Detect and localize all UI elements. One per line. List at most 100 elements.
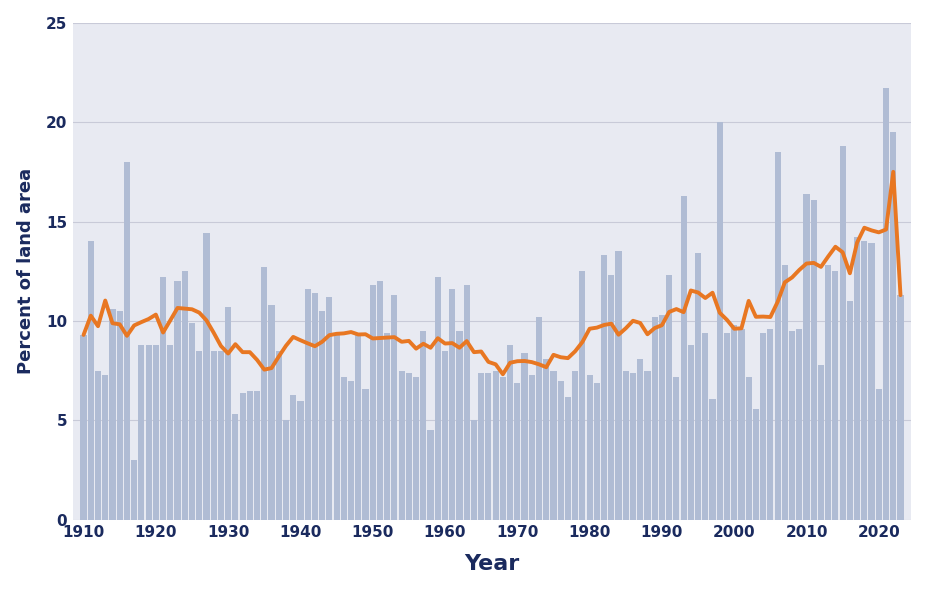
Bar xyxy=(774,152,780,520)
Bar xyxy=(196,351,202,520)
Bar xyxy=(348,381,354,520)
Bar xyxy=(767,329,772,520)
Bar xyxy=(167,345,173,520)
Bar xyxy=(810,200,816,520)
Bar xyxy=(189,323,195,520)
Bar xyxy=(708,398,715,520)
Bar xyxy=(622,371,629,520)
Bar xyxy=(333,333,339,520)
Bar xyxy=(578,271,585,520)
Bar xyxy=(420,331,425,520)
Bar xyxy=(174,281,181,520)
Bar xyxy=(434,277,440,520)
Bar xyxy=(117,311,122,520)
Bar xyxy=(868,243,874,520)
Bar xyxy=(427,430,433,520)
Bar xyxy=(889,132,895,520)
Bar xyxy=(456,331,462,520)
Bar xyxy=(521,353,527,520)
Bar xyxy=(492,371,498,520)
Bar xyxy=(477,373,484,520)
Bar xyxy=(218,351,223,520)
Bar xyxy=(109,309,116,520)
Bar xyxy=(738,329,743,520)
Bar xyxy=(565,397,570,520)
Bar xyxy=(795,329,802,520)
Y-axis label: Percent of land area: Percent of land area xyxy=(17,168,34,374)
Bar xyxy=(95,371,101,520)
Bar xyxy=(803,194,808,520)
Bar xyxy=(405,373,412,520)
Bar xyxy=(607,275,614,520)
Bar xyxy=(536,317,541,520)
Bar xyxy=(882,88,888,520)
Bar xyxy=(470,420,476,520)
Bar xyxy=(506,345,513,520)
Bar xyxy=(832,271,838,520)
Bar xyxy=(225,307,231,520)
Bar xyxy=(673,376,679,520)
Bar xyxy=(304,289,311,520)
Bar xyxy=(601,255,606,520)
Bar xyxy=(744,376,751,520)
Bar xyxy=(860,242,867,520)
Bar xyxy=(232,414,238,520)
Bar xyxy=(123,162,130,520)
Bar xyxy=(651,317,657,520)
Bar xyxy=(637,359,642,520)
Bar xyxy=(210,351,217,520)
Bar xyxy=(182,271,187,520)
Bar xyxy=(283,420,288,520)
Bar xyxy=(247,391,253,520)
Bar xyxy=(730,325,736,520)
Bar xyxy=(629,373,635,520)
Bar xyxy=(846,301,852,520)
Bar xyxy=(449,289,455,520)
Bar xyxy=(615,251,621,520)
Bar xyxy=(824,265,831,520)
Bar xyxy=(557,381,564,520)
Bar xyxy=(369,285,375,520)
Bar xyxy=(159,277,166,520)
Bar xyxy=(542,359,549,520)
Bar xyxy=(441,351,448,520)
Bar xyxy=(81,335,86,520)
Bar xyxy=(239,392,246,520)
Bar xyxy=(88,242,94,520)
Bar xyxy=(290,395,296,520)
X-axis label: Year: Year xyxy=(464,554,519,574)
Bar xyxy=(391,295,397,520)
Bar xyxy=(384,333,390,520)
Bar xyxy=(146,345,151,520)
Bar xyxy=(571,371,578,520)
Bar xyxy=(875,389,881,520)
Bar xyxy=(759,333,766,520)
Bar xyxy=(203,233,210,520)
Bar xyxy=(723,333,730,520)
Bar xyxy=(853,238,859,520)
Bar xyxy=(528,375,534,520)
Bar xyxy=(138,345,145,520)
Bar xyxy=(514,382,520,520)
Bar xyxy=(839,146,844,520)
Bar xyxy=(781,265,787,520)
Bar xyxy=(102,375,108,520)
Bar xyxy=(413,376,419,520)
Bar xyxy=(254,391,260,520)
Bar xyxy=(311,293,318,520)
Bar xyxy=(319,311,324,520)
Bar xyxy=(131,460,137,520)
Bar xyxy=(275,351,282,520)
Bar xyxy=(694,254,701,520)
Bar xyxy=(716,122,722,520)
Bar xyxy=(679,196,686,520)
Bar xyxy=(340,376,347,520)
Bar xyxy=(376,281,383,520)
Bar xyxy=(752,408,758,520)
Bar xyxy=(788,331,794,520)
Bar xyxy=(593,382,599,520)
Bar xyxy=(485,373,491,520)
Bar xyxy=(702,333,707,520)
Bar xyxy=(550,371,556,520)
Bar xyxy=(464,285,469,520)
